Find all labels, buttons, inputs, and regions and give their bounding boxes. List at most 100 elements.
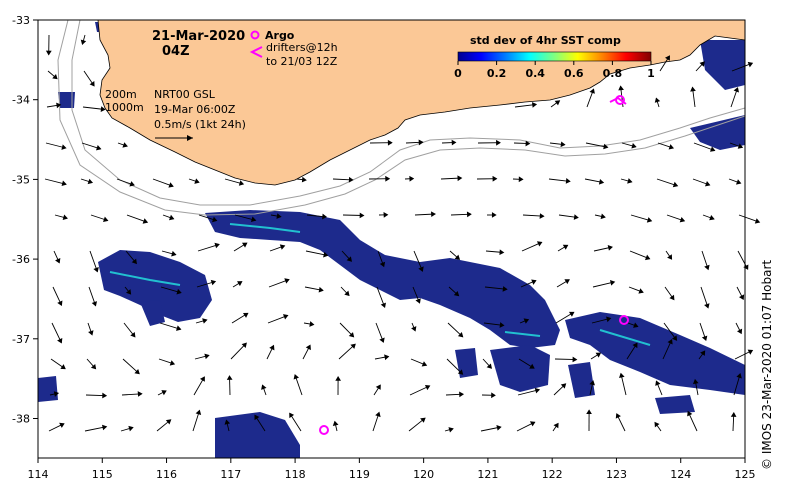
current-vector-head <box>553 422 559 429</box>
current-vector-head <box>80 39 87 46</box>
current-vector-head <box>241 342 247 348</box>
current-vector-head <box>250 216 257 223</box>
current-vector-head <box>457 369 464 375</box>
current-vector-head <box>747 61 754 68</box>
sst-patch <box>568 362 595 398</box>
current-vector-head <box>451 139 457 146</box>
current-vector-head <box>754 218 761 224</box>
current-vector-head <box>241 242 248 248</box>
current-vector-head <box>518 176 524 183</box>
current-vector-head <box>499 322 505 328</box>
credit-label: © IMOS 23-Mar-2020 01:07 Hobart <box>760 259 774 470</box>
current-vector-head <box>710 146 716 152</box>
current-vector-head <box>53 391 60 397</box>
current-vector-head <box>603 143 609 150</box>
current-vector-head <box>102 392 108 399</box>
current-vector-head <box>322 213 328 220</box>
current-vector-head <box>609 280 616 286</box>
current-vector-head <box>700 350 706 356</box>
current-vector-head <box>375 411 381 418</box>
contour-1000-label: 1000m <box>105 101 144 114</box>
current-vector-head <box>176 325 182 331</box>
colorbar-gradient <box>457 51 652 62</box>
current-vector-head <box>664 55 670 61</box>
current-vector-head <box>737 143 744 149</box>
current-vector-head <box>704 264 710 271</box>
sst-patch <box>205 210 560 348</box>
current-vector-head <box>418 266 424 272</box>
current-vector-head <box>301 176 307 183</box>
current-vector-head <box>142 218 149 224</box>
x-tick-label: 114 <box>28 468 49 481</box>
current-vector-head <box>56 102 62 109</box>
current-vector-head <box>282 314 289 320</box>
current-vector-head <box>738 294 745 300</box>
current-vector-head <box>91 301 98 307</box>
current-vector-head <box>496 425 502 431</box>
sst-high-variance-streaks <box>109 223 651 346</box>
argo-legend-label: Argo <box>265 29 295 42</box>
y-tick-label: -33 <box>12 14 30 27</box>
current-vector-head <box>318 286 324 293</box>
current-vectors <box>44 34 761 433</box>
current-vector-head <box>379 261 386 268</box>
current-vector-head <box>589 88 595 94</box>
current-vector-head <box>87 178 94 185</box>
current-vector-head <box>411 326 417 332</box>
current-vector-head <box>644 254 651 261</box>
current-vector-head <box>736 179 742 185</box>
colorbar-tick-label: 0.4 <box>525 67 545 80</box>
current-vector-head <box>560 383 567 389</box>
current-vector-head <box>679 217 686 223</box>
current-vector-head <box>607 245 613 251</box>
sst-patch <box>215 412 300 458</box>
current-vector-head <box>385 175 391 182</box>
argo-legend-icon <box>250 30 260 40</box>
vector-scale-label: 0.5m/s (1kt 24h) <box>154 118 246 131</box>
current-vector-head <box>418 139 424 146</box>
current-vector-head <box>210 279 217 286</box>
current-vector-head <box>204 353 210 360</box>
x-tick-label: 124 <box>670 468 691 481</box>
y-tick-label: -36 <box>12 253 30 266</box>
current-vector-head <box>667 338 673 345</box>
contour-200-label: 200m <box>105 88 137 101</box>
current-vector-head <box>453 291 460 297</box>
sst-patch <box>58 92 75 108</box>
current-vector-head <box>226 375 233 380</box>
current-vector-head <box>57 300 63 306</box>
current-vector-head <box>523 318 530 324</box>
colorbar: std dev of 4hr SST comp 0 0.2 0.4 0.6 0.8 1 <box>454 34 655 80</box>
x-tick-label: 117 <box>220 468 241 481</box>
current-vector-head <box>491 212 497 218</box>
colorbar-tick-label: 0 <box>454 67 462 80</box>
current-vector-head <box>486 363 492 369</box>
vector-scale-arrowhead <box>187 135 193 141</box>
current-vector-head <box>375 384 381 390</box>
current-vector-head <box>704 303 710 309</box>
current-vector-head <box>539 213 545 219</box>
current-vector-head <box>631 143 637 149</box>
current-vector-head <box>687 410 693 417</box>
contour-200m <box>71 19 746 206</box>
current-vector-head <box>199 376 205 382</box>
x-tick-label: 121 <box>477 468 498 481</box>
current-vector-head <box>254 414 260 421</box>
current-vector-head <box>619 372 625 379</box>
current-vector-head <box>573 214 579 220</box>
current-vector-head <box>598 179 605 185</box>
current-vector-head <box>305 344 311 351</box>
sst-patch <box>490 345 550 392</box>
current-vector-head <box>323 251 329 258</box>
current-vector-head <box>736 328 743 335</box>
current-vector-head <box>269 344 275 351</box>
current-vector-head <box>102 424 108 431</box>
current-vector-head <box>747 349 754 355</box>
current-vector-head <box>88 330 94 336</box>
current-vector-head <box>534 387 541 394</box>
colorbar-title: std dev of 4hr SST comp <box>470 34 621 47</box>
current-vector-head <box>284 278 290 284</box>
current-vector-head <box>531 279 537 285</box>
model-date-label: 19-Mar 06:00Z <box>154 103 236 116</box>
y-tick-label: -37 <box>12 333 30 346</box>
